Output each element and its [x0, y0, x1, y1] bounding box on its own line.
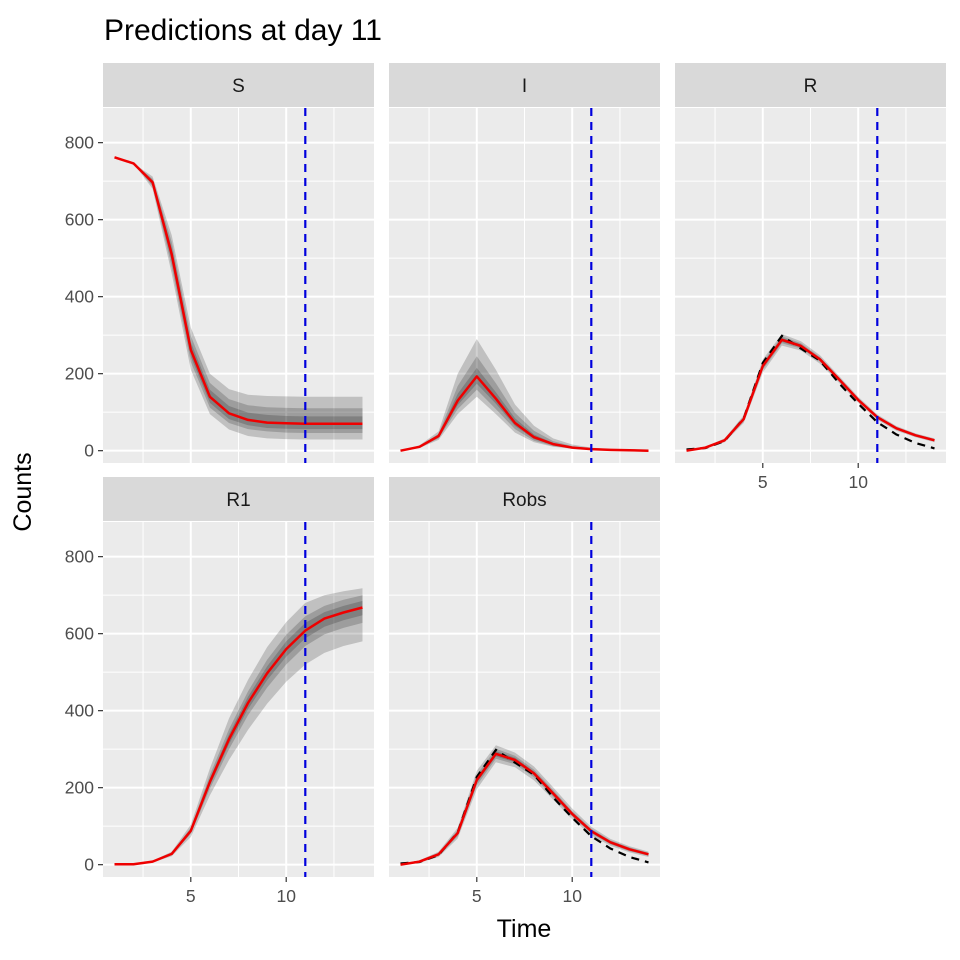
x-tick-label: 10: [276, 886, 296, 906]
y-tick-label: 0: [84, 855, 94, 875]
strip-label-i: I: [522, 76, 527, 97]
ribbon-band-1-s: [114, 157, 363, 440]
median-line-robs: [400, 752, 649, 866]
facet-r: R 5 10: [675, 63, 946, 492]
facet-r1: R1 0 200 400 600 800 5 10: [65, 477, 374, 906]
strip-r1: [103, 477, 374, 521]
strip-label-r1: R1: [226, 490, 250, 511]
strip-label-r: R: [804, 76, 818, 97]
strip-r: [675, 63, 946, 107]
y-tick-label: 800: [65, 133, 94, 153]
x-tick-label: 10: [562, 886, 582, 906]
y-tick-label: 800: [65, 547, 94, 567]
strip-label-robs: Robs: [502, 490, 546, 511]
x-tick-label: 5: [758, 472, 768, 492]
y-tick-label: 200: [65, 778, 94, 798]
y-tick-label: 400: [65, 287, 94, 307]
median-line-r1: [114, 606, 363, 866]
median-line-s: [114, 156, 363, 425]
ribbon-band-1-i: [400, 339, 649, 451]
y-tick-label: 600: [65, 624, 94, 644]
y-tick-label: 200: [65, 364, 94, 384]
facet-i: I: [389, 63, 660, 463]
strip-robs: [389, 477, 660, 521]
y-axis-title: Counts: [9, 452, 37, 531]
y-tick-label: 600: [65, 210, 94, 230]
ribbon-band-2-r1: [114, 595, 363, 865]
facet-s: S 0 200 400 600 800: [65, 63, 374, 463]
ribbon-band-3-i: [400, 367, 649, 451]
ribbon-band-1-r1: [114, 588, 363, 865]
x-tick-label: 5: [472, 886, 482, 906]
strip-label-s: S: [232, 76, 245, 97]
facet-robs: Robs 5 10: [389, 477, 660, 906]
median-line-i: [400, 375, 649, 452]
x-axis-title: Time: [497, 915, 552, 943]
x-tick-label: 5: [186, 886, 196, 906]
strip-i: [389, 63, 660, 107]
y-tick-label: 400: [65, 701, 94, 721]
x-tick-label: 10: [848, 472, 868, 492]
ribbon-band-1-robs: [400, 745, 649, 865]
median-line-r: [686, 338, 935, 452]
chart-title: Predictions at day 11: [104, 14, 382, 47]
y-tick-label: 0: [84, 441, 94, 461]
ribbon-band-2-i: [400, 356, 649, 451]
strip-s: [103, 63, 374, 107]
